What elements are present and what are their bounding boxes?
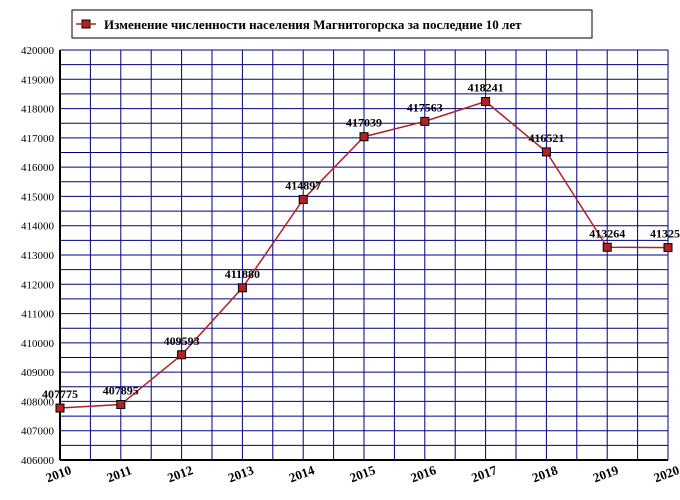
legend-label: Изменение численности населения Магнитог… — [104, 17, 522, 32]
data-label: 416521 — [528, 131, 564, 145]
y-tick-label: 409000 — [21, 367, 55, 379]
y-tick-label: 410000 — [21, 338, 55, 350]
data-label: 413264 — [589, 226, 625, 240]
y-tick-label: 420000 — [21, 45, 55, 57]
data-label: 411880 — [225, 267, 260, 281]
data-marker — [542, 148, 550, 156]
data-label: 413253 — [650, 227, 680, 241]
data-marker — [603, 243, 611, 251]
data-marker — [360, 133, 368, 141]
data-marker — [178, 351, 186, 359]
y-tick-label: 411000 — [21, 309, 54, 321]
y-tick-label: 419000 — [21, 74, 55, 86]
y-tick-label: 417000 — [21, 133, 55, 145]
data-label: 407895 — [103, 384, 139, 398]
data-label: 417039 — [346, 116, 382, 130]
data-marker — [664, 244, 672, 252]
y-tick-label: 406000 — [21, 455, 55, 467]
y-tick-label: 416000 — [21, 162, 55, 174]
y-tick-label: 418000 — [21, 104, 55, 116]
y-tick-label: 414000 — [21, 221, 55, 233]
data-marker — [56, 404, 64, 412]
data-label: 409593 — [164, 334, 200, 348]
data-marker — [421, 117, 429, 125]
data-marker — [299, 195, 307, 203]
data-marker — [482, 98, 490, 106]
population-chart: 4060004070004080004090004100004110004120… — [0, 0, 680, 500]
y-tick-label: 413000 — [21, 250, 55, 262]
data-label: 417563 — [407, 100, 443, 114]
data-marker — [238, 284, 246, 292]
data-label: 414897 — [285, 178, 321, 192]
y-tick-label: 407000 — [21, 426, 55, 438]
y-tick-label: 415000 — [21, 191, 55, 203]
y-tick-label: 412000 — [21, 279, 55, 291]
data-label: 418241 — [468, 81, 504, 95]
data-marker — [117, 401, 125, 409]
grid — [60, 50, 668, 460]
data-label: 407775 — [42, 387, 78, 401]
